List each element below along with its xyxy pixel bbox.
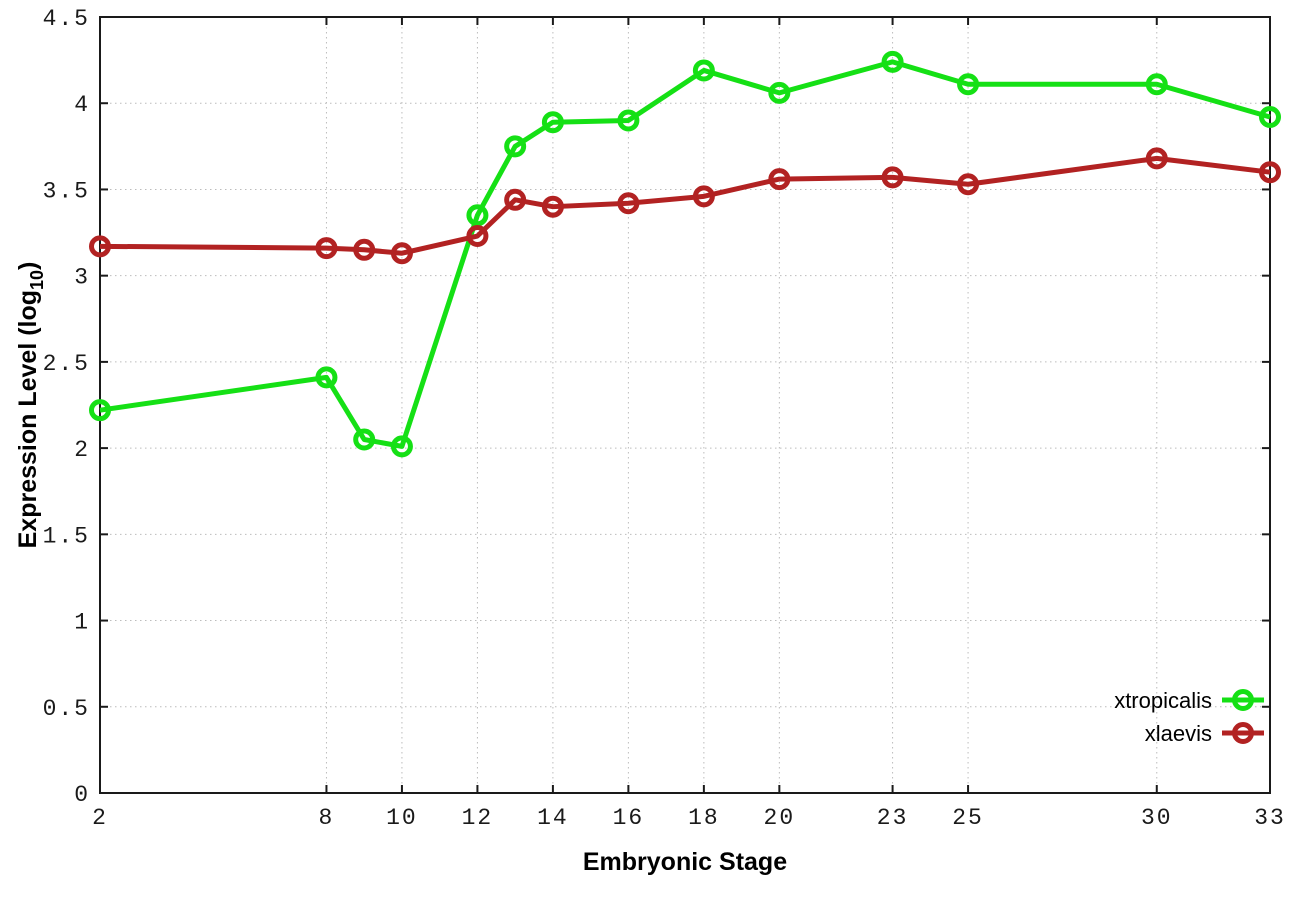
x-tick-label: 16	[613, 805, 645, 831]
data-point-xlaevis-stage-8	[315, 237, 338, 260]
y-tick-label: 1	[74, 610, 90, 636]
data-point-xtropicalis-stage-10	[390, 435, 413, 458]
axis-ticks	[99, 16, 1271, 794]
data-point-xtropicalis-stage-8	[315, 366, 338, 389]
data-point-xtropicalis-stage-9	[353, 428, 376, 451]
y-axis-title-subscript: 10	[27, 270, 47, 290]
legend-entry-xtropicalis: xtropicalis	[1114, 688, 1264, 713]
y-tick-label: 3.5	[43, 178, 90, 204]
x-tick-label: 20	[764, 805, 796, 831]
x-tick-label: 14	[537, 805, 569, 831]
series-line-xtropicalis	[99, 59, 1271, 449]
x-axis-title: Embryonic Stage	[583, 848, 787, 876]
data-point-xtropicalis-stage-23	[881, 50, 904, 73]
data-point-xtropicalis-stage-25	[957, 73, 980, 96]
data-point-xtropicalis-stage-20	[768, 81, 791, 104]
y-axis-title: Expression Level (log10)	[14, 262, 47, 549]
legend-marker-icon	[1232, 722, 1254, 744]
y-tick-label: 0.5	[43, 696, 90, 722]
data-point-xtropicalis-stage-16	[617, 109, 640, 132]
data-point-xlaevis-stage-9	[353, 238, 376, 261]
data-point-xlaevis-stage-20	[768, 168, 791, 191]
plot-border	[99, 16, 1271, 794]
data-point-xtropicalis-stage-12	[466, 204, 489, 227]
series-line-xlaevis	[99, 155, 1271, 256]
data-point-xlaevis-stage-18	[692, 185, 715, 208]
x-tick-label: 30	[1141, 805, 1173, 831]
y-tick-label: 4	[74, 92, 90, 118]
legend-label-xtropicalis: xtropicalis	[1114, 688, 1212, 713]
legend-label-xlaevis: xlaevis	[1145, 721, 1212, 746]
x-tick-label: 10	[386, 805, 418, 831]
data-point-xtropicalis-stage-13	[504, 135, 527, 158]
x-tick-label: 25	[952, 805, 984, 831]
data-point-xlaevis-stage-25	[957, 173, 980, 196]
data-point-xlaevis-stage-33	[1259, 161, 1281, 184]
data-point-xtropicalis-stage-2	[89, 399, 111, 422]
x-tick-label: 2	[92, 805, 108, 831]
x-tick-label: 23	[877, 805, 909, 831]
data-point-xtropicalis-stage-30	[1145, 73, 1168, 96]
x-tick-label: 12	[462, 805, 494, 831]
data-point-xtropicalis-stage-18	[692, 59, 715, 82]
x-tick-label: 18	[688, 805, 720, 831]
series-xlaevis	[89, 147, 1281, 265]
gridlines	[100, 17, 1270, 793]
y-tick-label: 2	[74, 437, 90, 463]
y-axis-title-main: Expression Level (log	[14, 290, 42, 548]
x-tick-label: 33	[1254, 805, 1286, 831]
x-tick-label: 8	[319, 805, 335, 831]
data-point-xlaevis-stage-13	[504, 188, 527, 211]
data-point-xtropicalis-stage-33	[1259, 106, 1281, 129]
legend: xtropicalis xlaevis	[1114, 688, 1264, 746]
data-point-xlaevis-stage-12	[466, 225, 489, 248]
data-point-xlaevis-stage-14	[541, 195, 564, 218]
y-tick-label: 4.5	[43, 6, 90, 32]
data-point-xlaevis-stage-23	[881, 166, 904, 189]
data-point-xlaevis-stage-10	[390, 242, 413, 265]
legend-entry-xlaevis: xlaevis	[1145, 721, 1264, 746]
y-axis-title-close: )	[14, 262, 42, 270]
series-xtropicalis	[89, 50, 1281, 458]
data-point-xtropicalis-stage-14	[541, 111, 564, 134]
data-point-xlaevis-stage-16	[617, 192, 640, 215]
data-point-xlaevis-stage-2	[89, 235, 111, 258]
y-tick-label: 0	[74, 782, 90, 808]
legend-marker-icon	[1232, 689, 1254, 711]
y-tick-label: 2.5	[43, 351, 90, 377]
y-tick-label: 3	[74, 265, 90, 291]
y-tick-label: 1.5	[43, 523, 90, 549]
data-point-xlaevis-stage-30	[1145, 147, 1168, 170]
